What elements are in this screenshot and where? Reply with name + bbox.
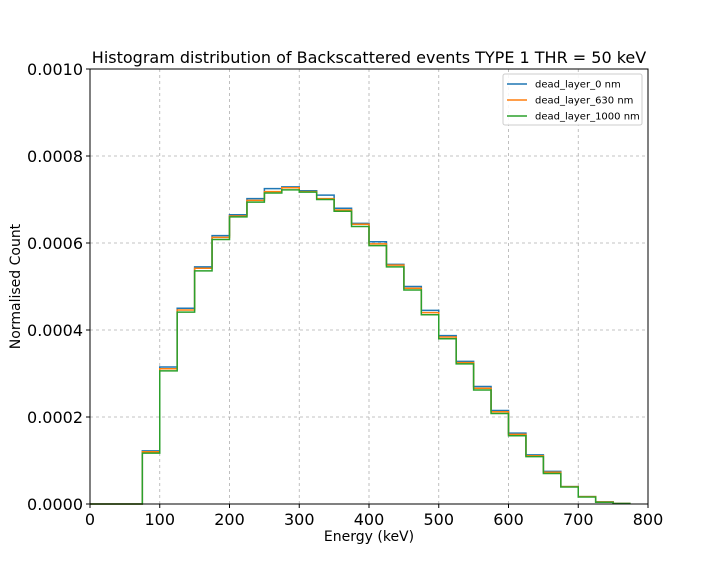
y-axis-ticks: 0.0000 0.0002 0.0004 0.0006 0.0008 0.0010 — [27, 60, 90, 514]
y-tick-label: 0.0004 — [27, 321, 83, 340]
legend-box — [502, 73, 643, 126]
chart-title: Histogram distribution of Backscattered … — [92, 48, 646, 67]
y-tick-label: 0.0000 — [27, 495, 83, 514]
y-tick-label: 0.0008 — [27, 147, 83, 166]
legend-label: dead_layer_630 nm — [535, 96, 633, 107]
x-tick-label: 100 — [144, 510, 175, 529]
series-lines — [90, 186, 631, 505]
y-tick-label: 0.0002 — [27, 408, 83, 427]
series-line-dead-layer-1000-nm — [90, 189, 631, 505]
x-tick-label: 800 — [633, 510, 664, 529]
y-tick-label: 0.0006 — [27, 234, 83, 253]
x-tick-label: 400 — [354, 510, 385, 529]
y-axis-label: Normalised Count — [8, 223, 24, 349]
x-tick-label: 500 — [423, 510, 454, 529]
x-tick-label: 200 — [214, 510, 245, 529]
x-tick-label: 0 — [85, 510, 95, 529]
x-tick-label: 600 — [493, 510, 524, 529]
x-axis-label: Energy (keV) — [324, 529, 414, 545]
legend: dead_layer_0 nm dead_layer_630 nm dead_lay… — [502, 73, 643, 126]
x-tick-label: 700 — [563, 510, 594, 529]
legend-label: dead_layer_1000 nm — [535, 112, 640, 123]
legend-label: dead_layer_0 nm — [535, 80, 621, 91]
x-axis-ticks: 0 100 200 300 400 500 600 700 800 — [85, 504, 663, 529]
x-tick-label: 300 — [284, 510, 315, 529]
y-tick-label: 0.0010 — [27, 60, 83, 79]
